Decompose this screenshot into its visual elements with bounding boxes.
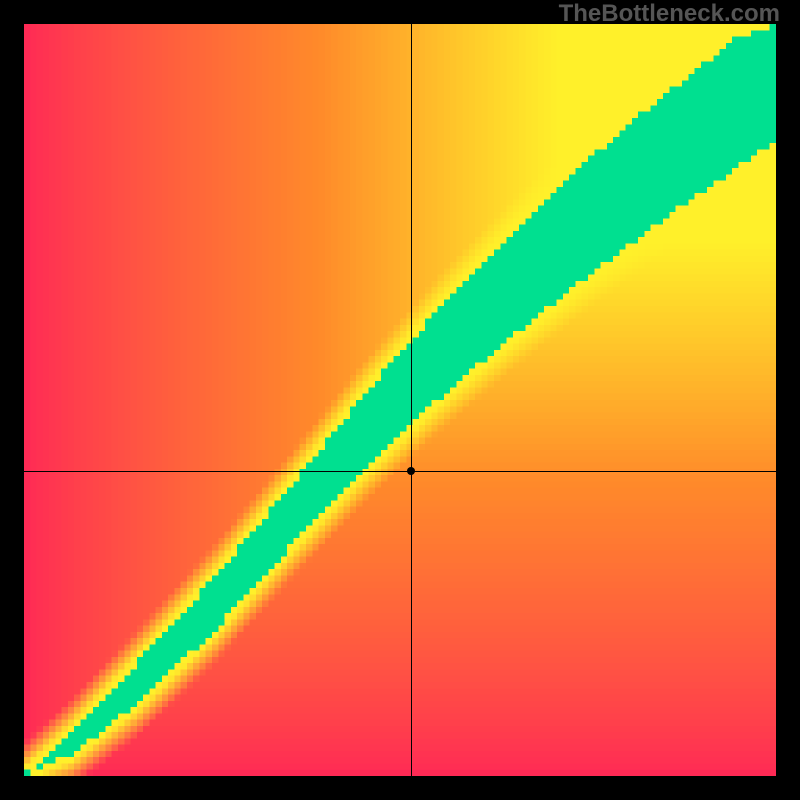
plot-area	[24, 24, 776, 776]
crosshair-vertical	[411, 24, 412, 776]
chart-frame: TheBottleneck.com	[0, 0, 800, 800]
crosshair-horizontal	[24, 471, 776, 472]
watermark-text: TheBottleneck.com	[559, 0, 780, 28]
bottleneck-heatmap	[24, 24, 776, 776]
